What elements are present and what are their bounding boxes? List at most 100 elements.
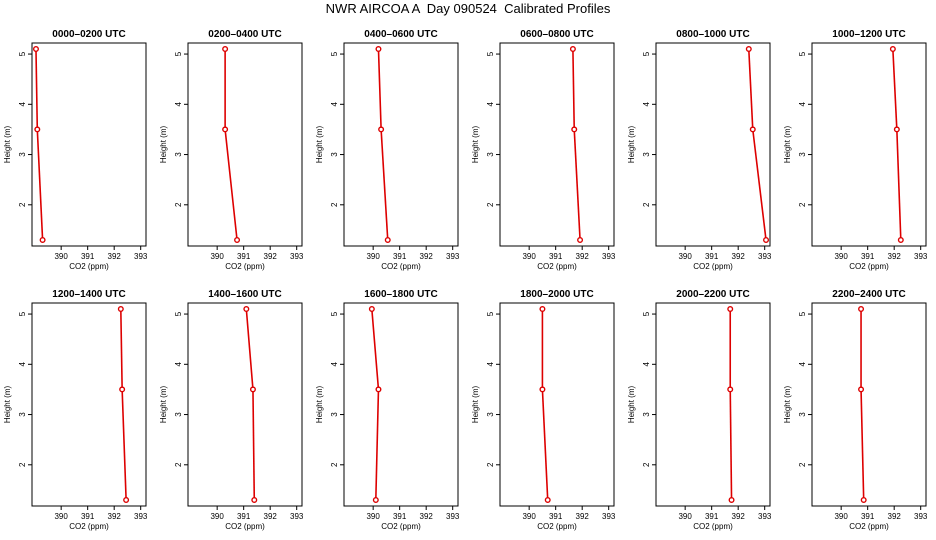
profile-point [384,236,391,243]
profile-point [222,126,229,133]
y-tick-label: 3 [642,152,651,157]
plot-frame [31,42,147,247]
panel-title: 1800–2000 UTC [520,289,593,300]
x-axis-label: CO2 (ppm) [537,522,577,531]
y-tick-label: 4 [330,362,339,367]
profile-line-segment [896,129,902,240]
profile-point [893,126,900,133]
profile-point [243,306,250,313]
profile-point [375,46,382,53]
x-axis-label: CO2 (ppm) [537,262,577,271]
x-tick-label: 392 [264,252,278,261]
y-tick-label: 3 [486,412,495,417]
y-axis-label: Height (m) [471,385,480,423]
y-tick-label: 3 [798,152,807,157]
x-axis-label: CO2 (ppm) [381,262,421,271]
y-tick-label: 5 [798,51,807,56]
profile-point [539,306,546,313]
y-tick-label: 3 [174,412,183,417]
x-axis-label: CO2 (ppm) [69,262,109,271]
y-axis-label: Height (m) [783,125,792,163]
x-tick-label: 390 [366,512,380,521]
x-tick-label: 393 [134,252,148,261]
profile-point [577,236,584,243]
panel-title: 1600–1800 UTC [364,289,437,300]
profile-point [34,126,41,133]
x-tick-label: 391 [549,512,563,521]
y-tick-label: 2 [174,202,183,207]
y-tick-label: 2 [174,462,183,467]
y-tick-label: 2 [798,462,807,467]
y-tick-label: 5 [642,51,651,56]
plot-frame [811,42,927,247]
profile-line-segment [375,389,380,500]
x-tick-label: 390 [54,512,68,521]
panel-title: 0200–0400 UTC [208,29,281,40]
profile-point [727,306,734,313]
y-tick-label: 5 [642,311,651,316]
x-tick-label: 392 [264,512,278,521]
profile-point [249,386,256,393]
profile-line-segment [245,308,254,390]
profile-point [234,236,241,243]
y-tick-label: 3 [330,412,339,417]
y-tick-label: 2 [330,462,339,467]
profile-point [569,46,576,53]
profile-point [889,46,896,53]
x-axis-label: CO2 (ppm) [849,262,889,271]
x-axis-label: CO2 (ppm) [849,522,889,531]
profile-line-segment [573,129,581,241]
profile-line-segment [120,309,123,390]
profile-point [571,126,578,133]
profile-point [32,46,39,53]
y-axis-label: Height (m) [627,385,636,423]
profile-line-segment [377,49,382,130]
profile-panel: 2200–2400 UTC 390 391 392 393 2 3 4 5 CO2 (ppm) He… [783,289,928,531]
profile-line-segment [371,308,380,390]
y-tick-label: 3 [18,412,27,417]
x-tick-label: 391 [81,252,95,261]
profile-line-segment [860,389,865,500]
y-tick-label: 5 [174,51,183,56]
x-tick-label: 392 [420,252,434,261]
profile-point [222,46,229,53]
x-tick-label: 393 [914,252,928,261]
y-tick-label: 4 [174,362,183,367]
profile-line-segment [380,129,389,241]
plot-frame [187,42,303,247]
plot-frame [655,42,771,247]
y-tick-label: 4 [174,102,183,107]
plot-frame [499,302,615,507]
y-axis-label: Height (m) [471,125,480,163]
plot-frame [187,302,303,507]
x-tick-label: 393 [290,512,304,521]
panel-title: 2000–2200 UTC [676,289,749,300]
x-tick-label: 393 [446,252,460,261]
x-tick-label: 392 [420,512,434,521]
y-tick-label: 3 [174,152,183,157]
profile-line-segment [252,389,256,500]
x-axis-label: CO2 (ppm) [693,262,733,271]
profile-point [763,236,770,243]
profile-point [745,46,752,53]
x-tick-label: 391 [81,512,95,521]
y-tick-label: 5 [18,311,27,316]
x-tick-label: 393 [758,252,772,261]
x-tick-label: 391 [393,252,407,261]
x-tick-label: 390 [210,252,224,261]
y-tick-label: 5 [486,51,495,56]
profile-point [860,496,867,503]
profile-line-segment [572,49,576,130]
y-tick-label: 5 [330,311,339,316]
profile-panel: 0400–0600 UTC 390 391 392 393 2 3 4 5 CO2 (ppm) He… [315,29,460,271]
y-tick-label: 3 [486,152,495,157]
profile-line-segment [541,389,549,501]
y-tick-label: 5 [798,311,807,316]
x-axis-label: CO2 (ppm) [381,522,421,531]
y-axis-label: Height (m) [159,125,168,163]
y-tick-label: 5 [174,311,183,316]
profile-line-segment [892,48,898,130]
y-tick-label: 5 [486,311,495,316]
profile-line-segment [36,129,44,241]
